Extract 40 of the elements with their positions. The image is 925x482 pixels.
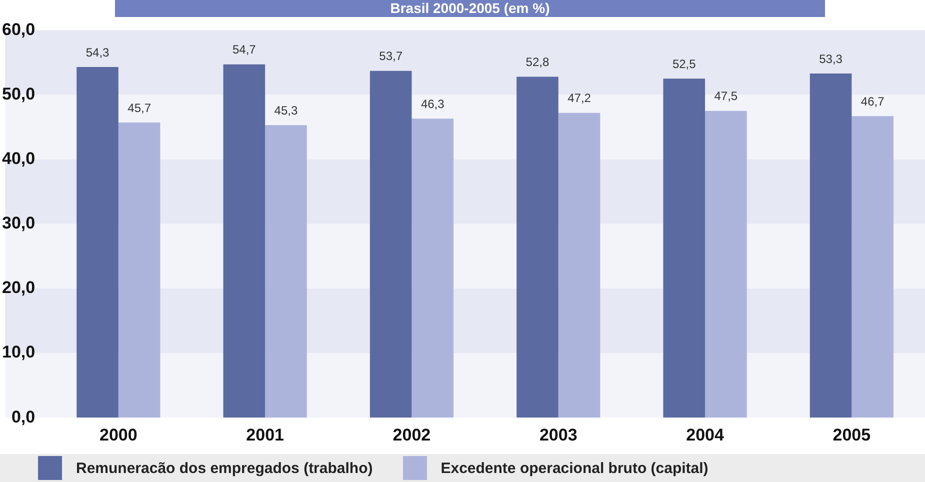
data-label: 45,3 xyxy=(274,103,298,118)
y-tick-label: 40,0 xyxy=(2,149,36,168)
data-label: 53,3 xyxy=(819,52,843,66)
bar xyxy=(223,64,266,418)
data-label: 47,2 xyxy=(568,91,592,106)
y-tick-label: 30,0 xyxy=(2,214,36,233)
x-tick-label: 2002 xyxy=(392,425,431,444)
data-label: 46,7 xyxy=(860,94,885,108)
bar xyxy=(852,116,894,418)
bar xyxy=(118,122,160,418)
data-label: 53,7 xyxy=(379,49,403,64)
bar xyxy=(663,78,706,418)
data-label: 47,5 xyxy=(714,89,738,104)
x-tick-label: 2004 xyxy=(686,425,724,444)
y-tick-label: 50,0 xyxy=(2,84,36,104)
x-tick-label: 2001 xyxy=(246,425,284,444)
data-label: 45,7 xyxy=(128,100,152,115)
x-tick-label: 2000 xyxy=(100,425,138,444)
x-tick-label: 2003 xyxy=(539,425,578,444)
legend-label: Remuneracão dos empregados (trabalho) xyxy=(76,460,373,476)
y-tick-label: 0,0 xyxy=(11,407,36,426)
data-label: 52,5 xyxy=(672,56,696,71)
bar xyxy=(412,118,454,418)
bar xyxy=(370,70,412,418)
data-label: 52,8 xyxy=(526,55,550,69)
bar xyxy=(516,76,558,418)
bar xyxy=(265,125,307,418)
bar xyxy=(558,112,600,418)
y-tick-label: 60,0 xyxy=(2,20,36,39)
bar xyxy=(76,67,118,418)
x-tick-label: 2005 xyxy=(832,425,871,444)
bar xyxy=(810,73,852,418)
data-label: 54,7 xyxy=(232,42,256,57)
data-label: 46,3 xyxy=(420,96,445,111)
bar xyxy=(705,110,747,418)
y-tick-label: 20,0 xyxy=(2,278,36,298)
data-label: 54,3 xyxy=(86,45,110,60)
y-tick-label: 10,0 xyxy=(2,342,36,362)
chart-title: Brasil 2000-2005 (em %) xyxy=(115,0,825,17)
legend-label: Excedente operacional bruto (capital) xyxy=(440,460,708,476)
